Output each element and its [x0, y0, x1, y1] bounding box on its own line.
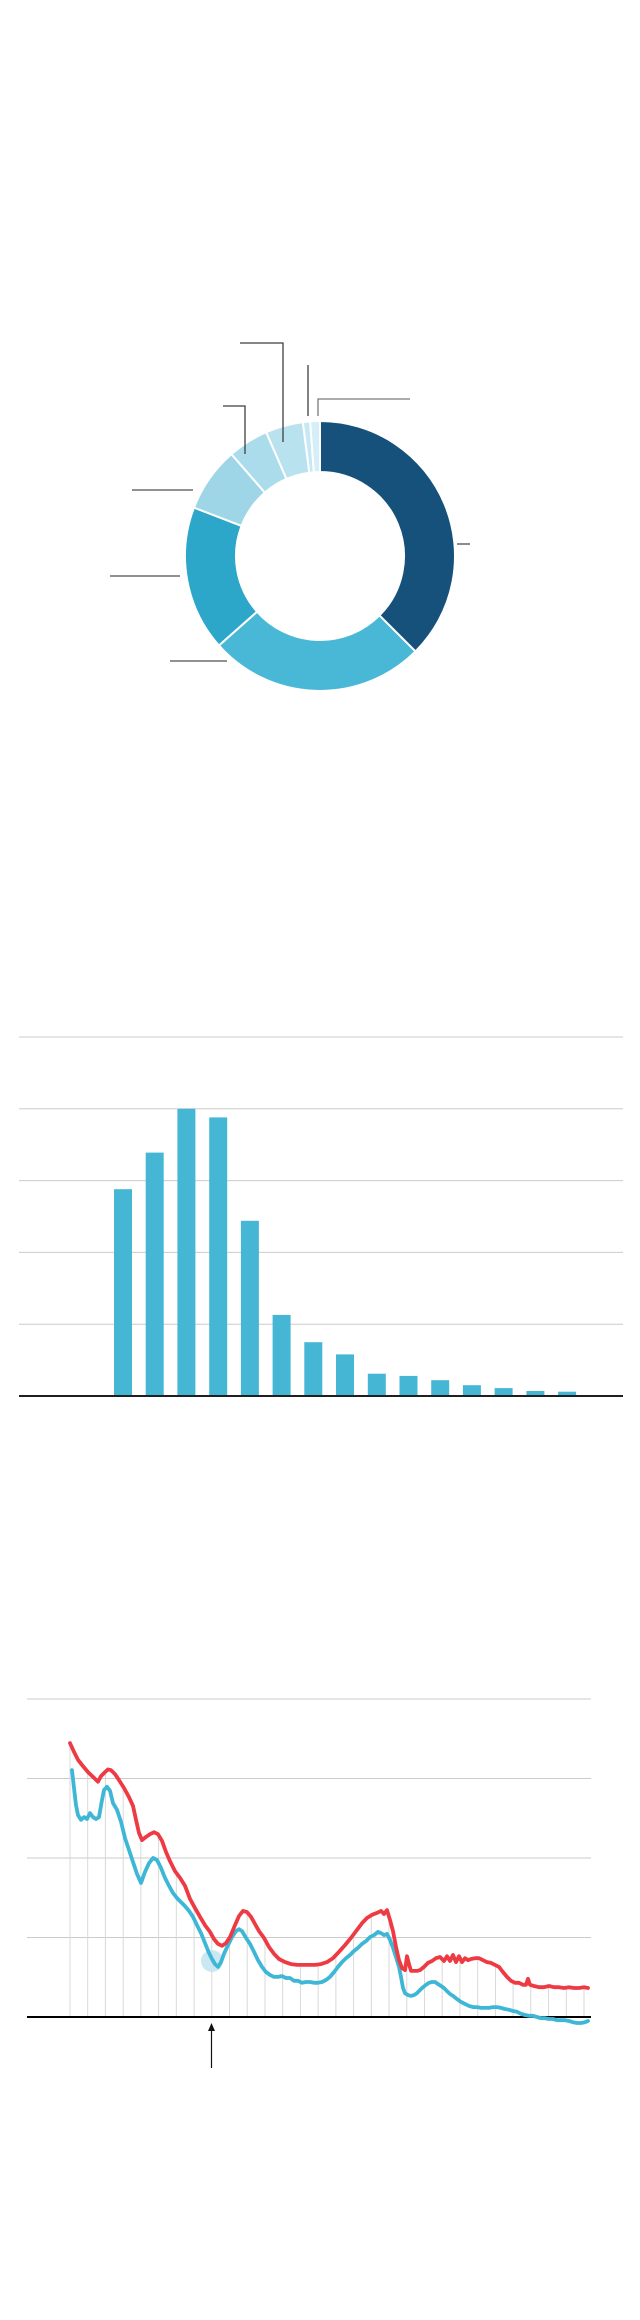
donut-chart [110, 342, 470, 692]
bar [494, 1388, 513, 1396]
bar [558, 1391, 577, 1396]
bar [272, 1314, 291, 1396]
bar [336, 1354, 354, 1396]
donut-segment-2 [217, 610, 417, 692]
bar [399, 1375, 418, 1396]
callout-line-segment-6 [240, 342, 284, 442]
bar [177, 1108, 196, 1396]
series-cyan [70, 1768, 590, 2025]
bar [462, 1385, 481, 1396]
donut-segment-1 [319, 420, 457, 653]
series-red [68, 1741, 590, 1990]
callout-line-segment-8 [317, 398, 410, 416]
bar [304, 1342, 323, 1396]
donut-segment-8 [309, 419, 321, 474]
bar [209, 1117, 228, 1396]
bar [431, 1380, 450, 1396]
annotation-arrow-head [208, 2023, 215, 2031]
bar [367, 1373, 386, 1396]
line-chart [27, 1698, 591, 2068]
bar [240, 1220, 259, 1396]
bar [526, 1391, 545, 1396]
callout-line-segment-5 [223, 405, 246, 454]
bar [114, 1189, 132, 1396]
bar [145, 1152, 164, 1396]
bar-chart [19, 1036, 623, 1397]
